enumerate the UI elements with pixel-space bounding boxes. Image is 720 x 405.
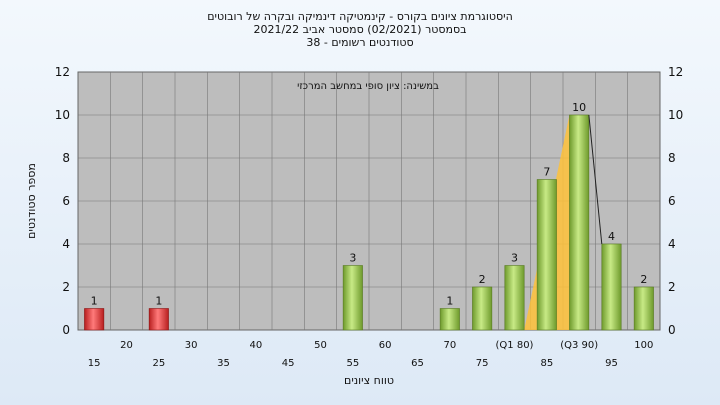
data-label-55: 3 — [349, 252, 356, 265]
x-tick-upper: 30 — [185, 340, 198, 351]
y-ticks-right: 0 2 4 6 8 10 12 — [668, 65, 683, 337]
data-label-100: 2 — [640, 273, 647, 286]
bars — [84, 114, 654, 331]
bar-90 — [569, 114, 590, 331]
data-label-95: 4 — [608, 230, 615, 243]
x-tick-lower: 85 — [540, 358, 553, 369]
x-tick-lower: 25 — [152, 358, 165, 369]
x-tick-upper: (Q3 90) — [560, 340, 598, 351]
bar-70 — [439, 308, 460, 331]
x-axis-label: טווח ציונים — [344, 374, 394, 387]
x-tick-upper: (Q1 80) — [496, 340, 534, 351]
data-label-80: 3 — [511, 252, 518, 265]
grid — [78, 72, 660, 330]
chart-title-line-1: היסטוגרמת ציונים בקורס - קינמטיקה דינמיק… — [207, 10, 513, 23]
data-labels: 1 1 3 1 2 3 7 10 4 2 — [91, 101, 648, 308]
bar-100 — [633, 286, 654, 331]
chart-title-line-2: בסמסטר (02/2021) סמסטר אביב 2021/22 — [253, 23, 467, 36]
y-tick-left: 0 — [62, 323, 70, 337]
trend-line — [588, 114, 603, 245]
data-label-25: 1 — [155, 295, 162, 308]
data-label-15: 1 — [91, 295, 98, 308]
bar-25 — [148, 308, 169, 331]
x-ticks: 20 30 40 50 60 70 (Q1 80) (Q3 90) 100 15 25 35 45 55 6… — [88, 340, 654, 369]
y-tick-left: 8 — [62, 151, 70, 165]
y-ticks-left: 0 2 4 6 8 10 12 — [55, 65, 70, 337]
y-tick-right: 4 — [668, 237, 676, 251]
bar-15 — [84, 308, 105, 331]
y-tick-left: 6 — [62, 194, 70, 208]
y-tick-left: 10 — [55, 108, 70, 122]
x-tick-upper: 20 — [120, 340, 133, 351]
bar-80 — [504, 265, 525, 331]
y-tick-right: 8 — [668, 151, 676, 165]
x-tick-lower: 55 — [346, 358, 359, 369]
x-tick-upper: 70 — [443, 340, 456, 351]
y-tick-left: 4 — [62, 237, 70, 251]
y-tick-right: 10 — [668, 108, 683, 122]
x-tick-lower: 15 — [88, 358, 101, 369]
y-tick-right: 0 — [668, 323, 676, 337]
x-tick-lower: 45 — [282, 358, 295, 369]
chart-title-line-3: סטודנטים רשומים - 38 — [306, 36, 414, 49]
data-label-85: 7 — [543, 166, 550, 179]
y-axis-label: מספר סטודנטים — [25, 163, 38, 239]
bar-95 — [601, 243, 622, 331]
bar-75 — [472, 286, 493, 331]
chart-title: היסטוגרמת ציונים בקורס - קינמטיקה דינמיק… — [0, 10, 720, 49]
bar-85 — [536, 179, 557, 331]
x-tick-upper: 50 — [314, 340, 327, 351]
x-tick-upper: 40 — [249, 340, 262, 351]
y-tick-right: 12 — [668, 65, 683, 79]
y-tick-left: 12 — [55, 65, 70, 79]
x-tick-upper: 100 — [634, 340, 653, 351]
data-label-90: 10 — [572, 101, 586, 114]
x-tick-upper: 60 — [379, 340, 392, 351]
bar-55 — [342, 265, 363, 331]
y-tick-right: 6 — [668, 194, 676, 208]
x-tick-lower: 75 — [476, 358, 489, 369]
plot-annotation: במשינה: ציון סופי במחשב המרכזי — [297, 81, 439, 92]
x-tick-lower: 95 — [605, 358, 618, 369]
y-tick-left: 2 — [62, 280, 70, 294]
data-label-75: 2 — [479, 273, 486, 286]
data-label-70: 1 — [446, 295, 453, 308]
y-tick-right: 2 — [668, 280, 676, 294]
x-tick-lower: 65 — [411, 358, 424, 369]
x-tick-lower: 35 — [217, 358, 230, 369]
